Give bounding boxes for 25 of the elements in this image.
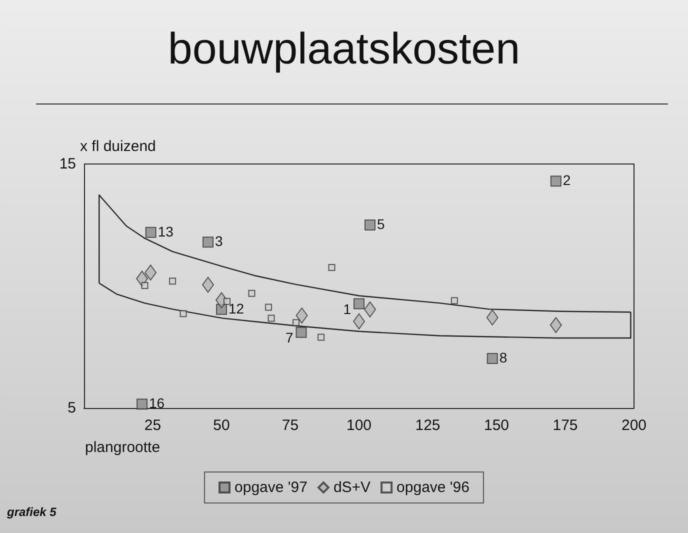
- annotation: 8: [499, 349, 508, 366]
- x-axis-title: plangrootte: [85, 439, 160, 456]
- annotation: 16: [149, 395, 165, 412]
- y-axis-title: x fl duizend: [80, 138, 156, 155]
- text: grafiek 5: [6, 505, 57, 519]
- annotation: 1: [343, 300, 352, 317]
- legend-label: opgave '97: [234, 479, 308, 496]
- x-tick-label: 100: [346, 417, 372, 434]
- chart-title: bouwplaatskosten: [168, 24, 520, 74]
- annotation: 7: [285, 329, 294, 346]
- annotation: 12: [228, 300, 244, 316]
- x-tick-label: 50: [213, 417, 230, 434]
- legend-label: dS+V: [333, 479, 371, 496]
- x-tick-label: 175: [552, 417, 578, 434]
- x-tick-label: 200: [621, 417, 647, 434]
- annotation: 5: [377, 216, 385, 232]
- x-tick-label: 150: [484, 417, 510, 434]
- annotation: 3: [215, 233, 224, 250]
- annotation: 2: [562, 172, 571, 188]
- y-tick-label: 15: [59, 156, 76, 172]
- x-tick-label: 75: [282, 417, 299, 434]
- legend-label: opgave '96: [396, 479, 470, 496]
- annotation: 13: [158, 223, 174, 240]
- x-tick-label: 125: [415, 417, 440, 434]
- x-tick-label: 25: [144, 417, 162, 434]
